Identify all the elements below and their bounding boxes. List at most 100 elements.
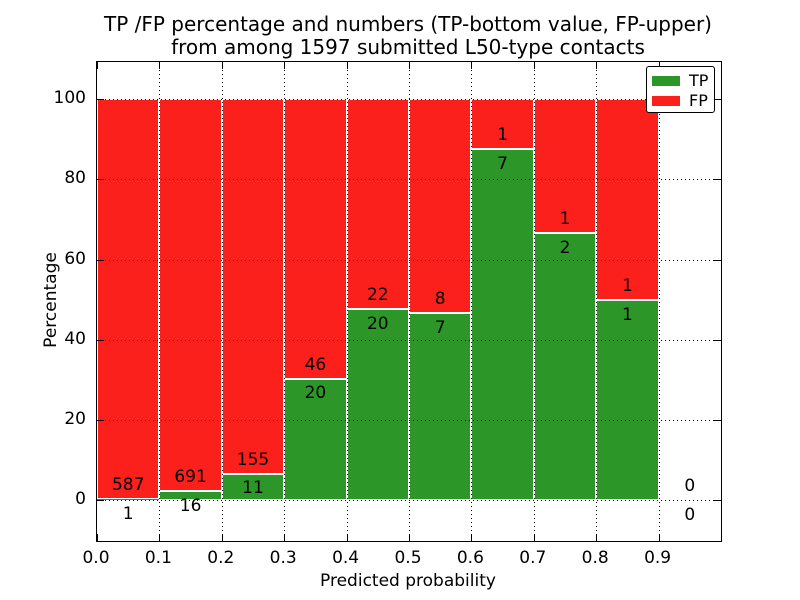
x-tick-mark [97, 62, 98, 69]
x-tick-label: 0.7 [519, 548, 547, 568]
y-tick-mark [714, 179, 721, 181]
x-tick-mark [284, 534, 286, 541]
fp-count-label: 46 [304, 354, 327, 375]
y-tick-mark [97, 419, 104, 421]
x-gridline [159, 62, 161, 541]
x-tick-mark [533, 534, 535, 541]
fp-count-label: 1 [559, 208, 571, 229]
tp-bar-segment [596, 299, 659, 501]
fp-count-label: 22 [366, 285, 389, 306]
fp-bar-segment [221, 99, 285, 474]
fp-bar-segment [159, 99, 222, 492]
x-tick-mark [284, 62, 286, 69]
x-tick-label: 0.2 [207, 548, 235, 568]
x-tick-label: 0.6 [456, 548, 484, 568]
tp-bar-segment [284, 378, 347, 501]
x-gridline [409, 62, 410, 541]
chart-title-line-1: TP /FP percentage and numbers (TP-bottom… [104, 12, 712, 36]
x-tick-label: 0.3 [269, 548, 297, 568]
chart-title-line-2: from among 1597 submitted L50-type conta… [171, 35, 645, 59]
x-tick-mark [658, 62, 660, 69]
y-tick-mark [97, 179, 104, 181]
x-tick-mark [221, 62, 223, 69]
y-tick-mark [714, 500, 721, 502]
x-tick-mark [409, 534, 410, 541]
x-tick-label: 0.4 [332, 548, 360, 568]
x-gridline [284, 62, 286, 541]
y-tick-mark [714, 99, 721, 101]
y-tick-label: 0 [75, 489, 86, 510]
x-tick-label: 0.5 [394, 548, 422, 568]
y-axis-label: Percentage [41, 252, 61, 348]
fp-bar-segment [596, 99, 659, 300]
y-tick-label: 100 [53, 88, 86, 109]
y-tick-label: 40 [64, 328, 86, 349]
x-axis-label: Predicted probability [320, 571, 496, 591]
tp-bar-segment [221, 473, 285, 501]
tp-count-label: 20 [304, 383, 327, 404]
legend-item-tp: TP [652, 72, 714, 89]
x-tick-mark [658, 534, 660, 541]
tp-count-label: 7 [434, 317, 446, 338]
y-tick-label: 80 [64, 168, 86, 189]
x-tick-label: 0.0 [82, 548, 110, 568]
y-tick-mark [714, 419, 721, 421]
legend: TP FP [646, 66, 715, 113]
x-tick-label: 0.8 [581, 548, 609, 568]
x-gridline [221, 62, 223, 541]
x-tick-mark [533, 62, 535, 69]
y-tick-mark [97, 500, 104, 502]
fp-color-swatch [652, 95, 680, 106]
tp-count-label: 1 [122, 504, 134, 525]
tp-color-swatch [652, 75, 680, 86]
x-tick-mark [346, 534, 348, 541]
fp-count-label: 691 [174, 467, 207, 487]
tp-count-label: 1 [621, 304, 633, 325]
fp-count-label: 155 [236, 449, 270, 470]
tp-count-label: 0 [684, 504, 696, 525]
fp-count-label: 587 [111, 475, 145, 496]
fp-count-label: 1 [497, 125, 509, 146]
fp-bar-segment [346, 99, 409, 310]
x-tick-mark [97, 534, 98, 541]
y-tick-mark [97, 339, 104, 341]
fp-bar-segment [284, 99, 347, 379]
x-tick-mark [409, 62, 410, 69]
fp-bar-segment [471, 99, 534, 150]
x-tick-mark [721, 62, 722, 69]
x-tick-mark [159, 534, 161, 541]
x-tick-mark [721, 534, 722, 541]
x-tick-mark [471, 62, 473, 69]
chart-title: TP /FP percentage and numbers (TP-bottom… [96, 13, 720, 59]
fp-count-label: 1 [621, 275, 633, 296]
tp-count-label: 7 [497, 154, 509, 175]
tp-count-label: 20 [366, 314, 389, 335]
tp-count-label: 16 [179, 495, 202, 516]
fp-count-label: 8 [434, 289, 446, 310]
x-tick-label: 0.9 [644, 548, 672, 568]
x-gridline [346, 62, 348, 541]
x-gridline [533, 62, 535, 541]
tp-count-label: 11 [242, 478, 264, 499]
x-tick-mark [596, 534, 598, 541]
plot-area: 587 1 691 16 155 11 46 20 22 20 8 7 1 7 1 2 1 1 0 0 [96, 61, 722, 542]
tp-count-label: 2 [559, 237, 571, 258]
fp-bar-segment [97, 99, 160, 500]
x-tick-mark [159, 62, 161, 69]
legend-item-fp: FP [652, 92, 714, 109]
x-tick-mark [346, 62, 348, 69]
y-tick-label: 20 [64, 408, 86, 429]
tp-bar-segment [409, 313, 472, 501]
x-gridline [471, 62, 473, 541]
fp-bar-segment [533, 99, 597, 233]
legend-label: TP [689, 70, 709, 90]
legend-label: FP [689, 90, 708, 110]
x-tick-mark [596, 62, 598, 69]
tp-bar-segment [346, 309, 409, 501]
x-gridline [658, 62, 660, 541]
fp-bar-segment [409, 99, 472, 314]
tp-bar-segment [97, 499, 160, 501]
fp-count-label: 0 [684, 476, 696, 497]
y-tick-mark [714, 259, 721, 261]
x-tick-label: 0.1 [144, 548, 172, 568]
